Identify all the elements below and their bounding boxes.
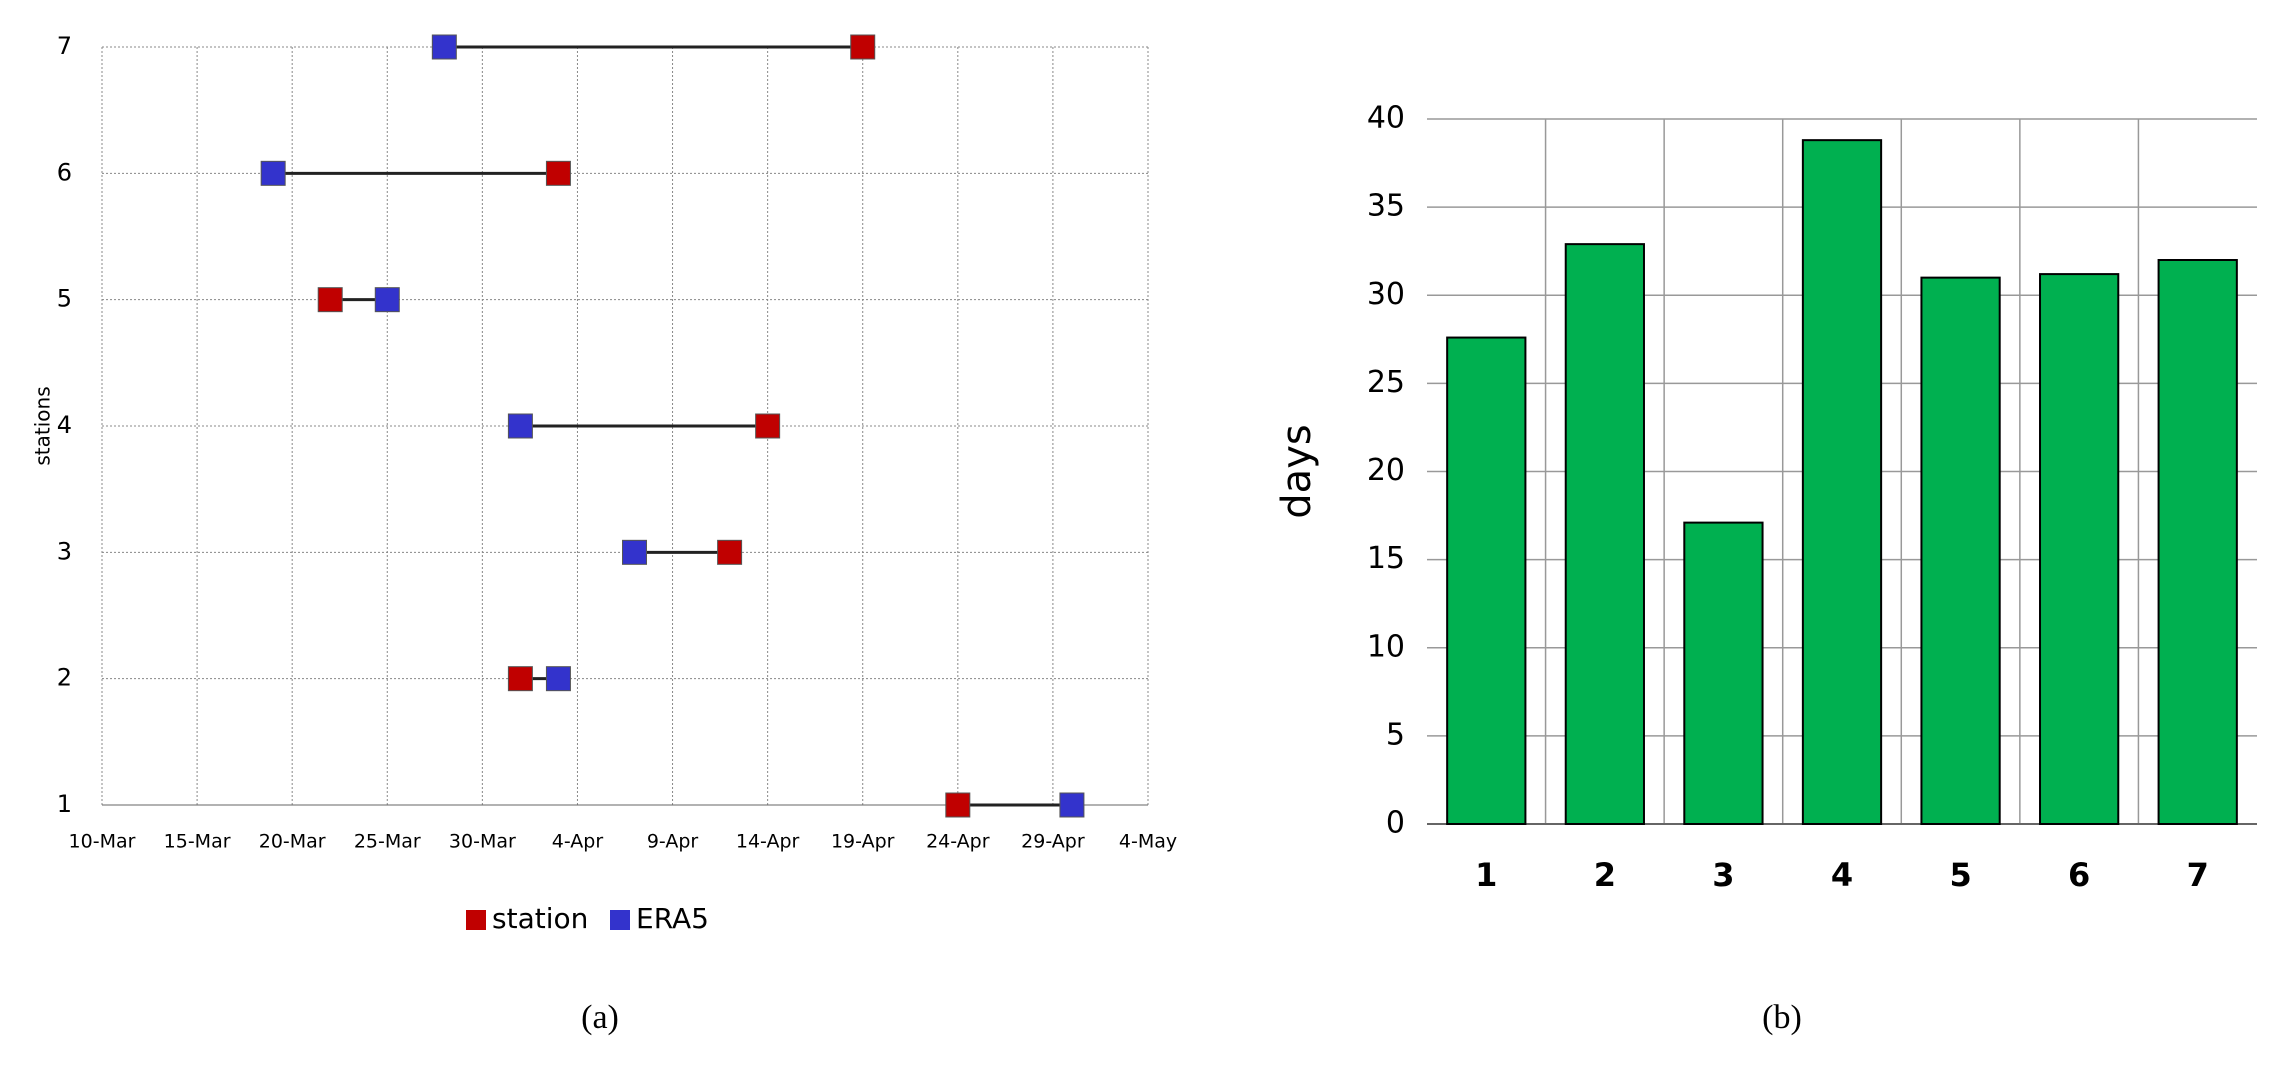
x-tick-label: 29-Apr xyxy=(1021,831,1085,853)
y-tick-label: 6 xyxy=(57,158,72,186)
caption: (a) xyxy=(581,999,619,1036)
x-tick-label: 6 xyxy=(2068,856,2090,894)
x-tick-label: 4-May xyxy=(1119,831,1177,853)
point xyxy=(1059,792,1085,818)
x-tick-label: 7 xyxy=(2187,856,2209,894)
x-tick-label: 25-Mar xyxy=(354,831,421,853)
point xyxy=(317,287,343,313)
point xyxy=(374,287,400,313)
x-tick-label: 3 xyxy=(1712,856,1734,894)
y-tick-label: 5 xyxy=(57,285,72,313)
y-tick-label: 35 xyxy=(1367,189,1405,224)
point xyxy=(622,539,648,565)
y-tick-label: 2 xyxy=(57,664,72,692)
legend-swatch xyxy=(610,910,630,930)
caption: (b) xyxy=(1762,999,1802,1036)
bar xyxy=(1920,276,2001,825)
y-tick-label: 40 xyxy=(1367,101,1405,136)
y-tick-label: 30 xyxy=(1367,277,1405,312)
x-tick-label: 4-Apr xyxy=(552,831,604,853)
bar xyxy=(1683,521,1764,825)
legend-label: station xyxy=(492,902,588,935)
y-tick-label: 10 xyxy=(1367,629,1405,664)
x-tick-label: 30-Mar xyxy=(449,831,516,853)
y-tick-label: 5 xyxy=(1386,717,1405,752)
y-tick-label: 7 xyxy=(57,32,72,60)
point xyxy=(717,539,743,565)
x-tick-label: 10-Mar xyxy=(69,831,136,853)
y-tick-label: 4 xyxy=(57,411,72,439)
point xyxy=(507,413,533,439)
bar xyxy=(1801,139,1883,825)
legend-swatch xyxy=(466,910,486,930)
point xyxy=(507,666,533,692)
y-tick-label: 0 xyxy=(1386,806,1405,841)
x-tick-label: 5 xyxy=(1949,856,1971,894)
point xyxy=(431,34,457,60)
point xyxy=(850,34,876,60)
x-tick-label: 24-Apr xyxy=(926,831,990,853)
y-tick-label: 3 xyxy=(57,537,72,565)
x-tick-label: 1 xyxy=(1475,856,1497,894)
x-tick-label: 20-Mar xyxy=(259,831,326,853)
point xyxy=(260,160,286,186)
point xyxy=(545,666,571,692)
bar xyxy=(2039,273,2120,826)
point xyxy=(945,792,971,818)
y-tick-label: 1 xyxy=(57,790,72,818)
y-axis-label: days xyxy=(1274,424,1320,518)
bar xyxy=(1564,243,1645,825)
legend-label: ERA5 xyxy=(636,902,709,935)
x-tick-label: 2 xyxy=(1594,856,1616,894)
y-tick-label: 20 xyxy=(1367,453,1405,488)
bar xyxy=(2157,259,2238,825)
y-tick-label: 25 xyxy=(1367,365,1405,400)
x-tick-label: 19-Apr xyxy=(831,831,895,853)
point xyxy=(545,160,571,186)
y-tick-label: 15 xyxy=(1367,541,1405,576)
bar xyxy=(1446,336,1527,825)
x-tick-label: 14-Apr xyxy=(736,831,800,853)
x-tick-label: 15-Mar xyxy=(164,831,231,853)
y-axis-label: stations xyxy=(31,386,55,465)
x-tick-label: 9-Apr xyxy=(647,831,699,853)
x-tick-label: 4 xyxy=(1831,856,1853,894)
point xyxy=(755,413,781,439)
